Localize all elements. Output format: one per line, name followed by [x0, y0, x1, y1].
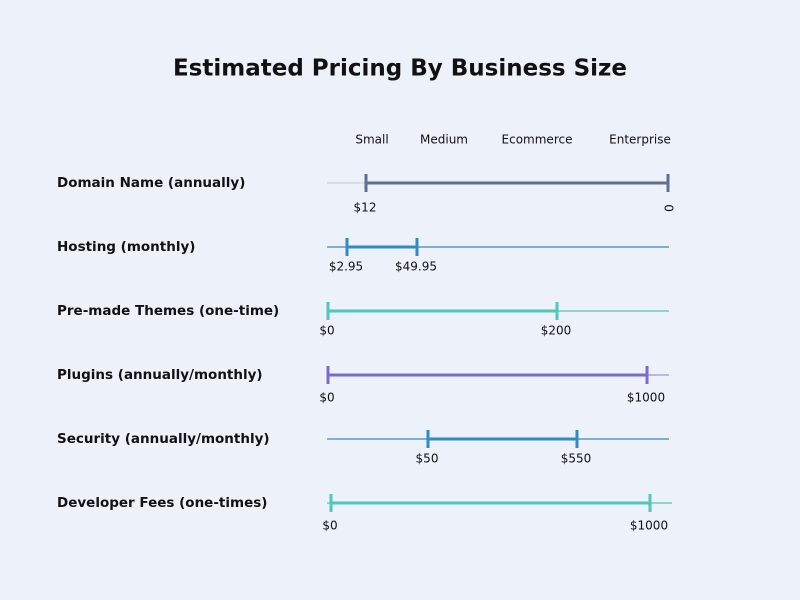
row-label: Security (annually/monthly)	[57, 431, 270, 447]
row-label: Domain Name (annually)	[57, 175, 245, 191]
row-label: Hosting (monthly)	[57, 239, 195, 255]
row-label: Pre-made Themes (one-time)	[57, 303, 279, 319]
high-label: $200	[541, 324, 572, 338]
high-label: $1000	[627, 391, 665, 405]
low-label: $12	[354, 201, 377, 215]
row-label: Plugins (annually/monthly)	[57, 367, 263, 383]
column-header: Ecommerce	[502, 133, 573, 147]
title: Estimated Pricing By Business Size	[173, 56, 627, 82]
low-label: $2.95	[329, 260, 363, 274]
high-label: 0	[662, 204, 676, 212]
high-label: $550	[561, 452, 592, 466]
high-label: $1000	[630, 519, 668, 533]
row-label: Developer Fees (one-times)	[57, 495, 267, 511]
column-header: Medium	[420, 133, 468, 147]
low-label: $0	[322, 519, 337, 533]
low-label: $0	[319, 391, 334, 405]
column-header: Enterprise	[609, 133, 671, 147]
column-header: Small	[355, 133, 388, 147]
high-label: $49.95	[395, 260, 437, 274]
low-label: $50	[416, 452, 439, 466]
low-label: $0	[319, 324, 334, 338]
